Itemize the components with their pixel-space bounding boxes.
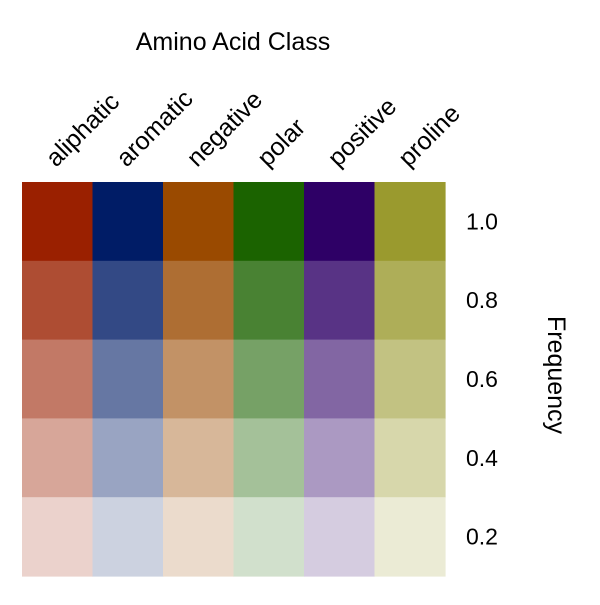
heatmap-cell-aliphatic-0-8 bbox=[22, 260, 94, 341]
heatmap-cell-aliphatic-0-4 bbox=[22, 418, 94, 498]
heatmap-cell-aromatic-0-4 bbox=[92, 418, 164, 498]
frequency-axis-title: Frequency bbox=[542, 316, 570, 435]
heatmap-cell-negative-0-6 bbox=[163, 339, 235, 419]
chart-title: Amino Acid Class bbox=[136, 28, 331, 56]
frequency-tick-0-2: 0.2 bbox=[466, 524, 498, 550]
frequency-tick-1-0: 1.0 bbox=[466, 208, 498, 234]
heatmap-cell-aliphatic-1 bbox=[22, 182, 94, 262]
heatmap-cell-polar-0-8 bbox=[233, 260, 305, 341]
heatmap-cell-positive-0-4 bbox=[304, 418, 376, 498]
heatmap-cell-positive-0-6 bbox=[304, 339, 376, 419]
frequency-tick-0-4: 0.4 bbox=[466, 445, 498, 471]
heatmap-cell-aromatic-0-6 bbox=[92, 339, 164, 419]
heatmap-cell-positive-0-8 bbox=[304, 260, 376, 341]
heatmap-cell-positive-1 bbox=[304, 182, 376, 262]
heatmap-cell-negative-0-2 bbox=[163, 497, 235, 577]
heatmap-cell-aromatic-0-8 bbox=[92, 260, 164, 341]
frequency-tick-labels: 1.0 0.8 0.6 0.4 0.2 bbox=[466, 208, 498, 549]
heatmap-cell-proline-0-4 bbox=[374, 418, 446, 498]
heatmap-cell-aliphatic-0-2 bbox=[22, 497, 94, 577]
frequency-tick-0-8: 0.8 bbox=[466, 287, 498, 313]
heatmap-cell-polar-0-4 bbox=[233, 418, 305, 498]
heatmap-cell-aromatic-1 bbox=[92, 182, 164, 262]
heatmap-cell-polar-1 bbox=[233, 182, 305, 262]
heatmap-cell-negative-0-8 bbox=[163, 260, 235, 341]
column-label-positive: positive bbox=[322, 93, 402, 173]
heatmap-cell-proline-0-2 bbox=[374, 497, 446, 577]
heatmap-cell-negative-1 bbox=[163, 182, 235, 262]
column-label-polar: polar bbox=[252, 113, 311, 172]
heatmap-cell-aromatic-0-2 bbox=[92, 497, 164, 577]
heatmap-cell-proline-1 bbox=[374, 182, 446, 262]
column-label-aliphatic: aliphatic bbox=[40, 88, 125, 173]
column-label-negative: negative bbox=[181, 86, 268, 173]
heatmap-cell-positive-0-2 bbox=[304, 497, 376, 577]
column-label-proline: proline bbox=[393, 99, 466, 172]
heatmap-cell-polar-0-2 bbox=[233, 497, 305, 577]
heatmap-cell-polar-0-6 bbox=[233, 339, 305, 419]
heatmap-cells bbox=[22, 182, 446, 577]
heatmap-cell-negative-0-4 bbox=[163, 418, 235, 498]
heatmap-cell-aliphatic-0-6 bbox=[22, 339, 94, 419]
heatmap-cell-proline-0-6 bbox=[374, 339, 446, 419]
frequency-tick-0-6: 0.6 bbox=[466, 366, 498, 392]
heatmap-cell-proline-0-8 bbox=[374, 260, 446, 341]
column-label-aromatic: aromatic bbox=[111, 85, 199, 173]
